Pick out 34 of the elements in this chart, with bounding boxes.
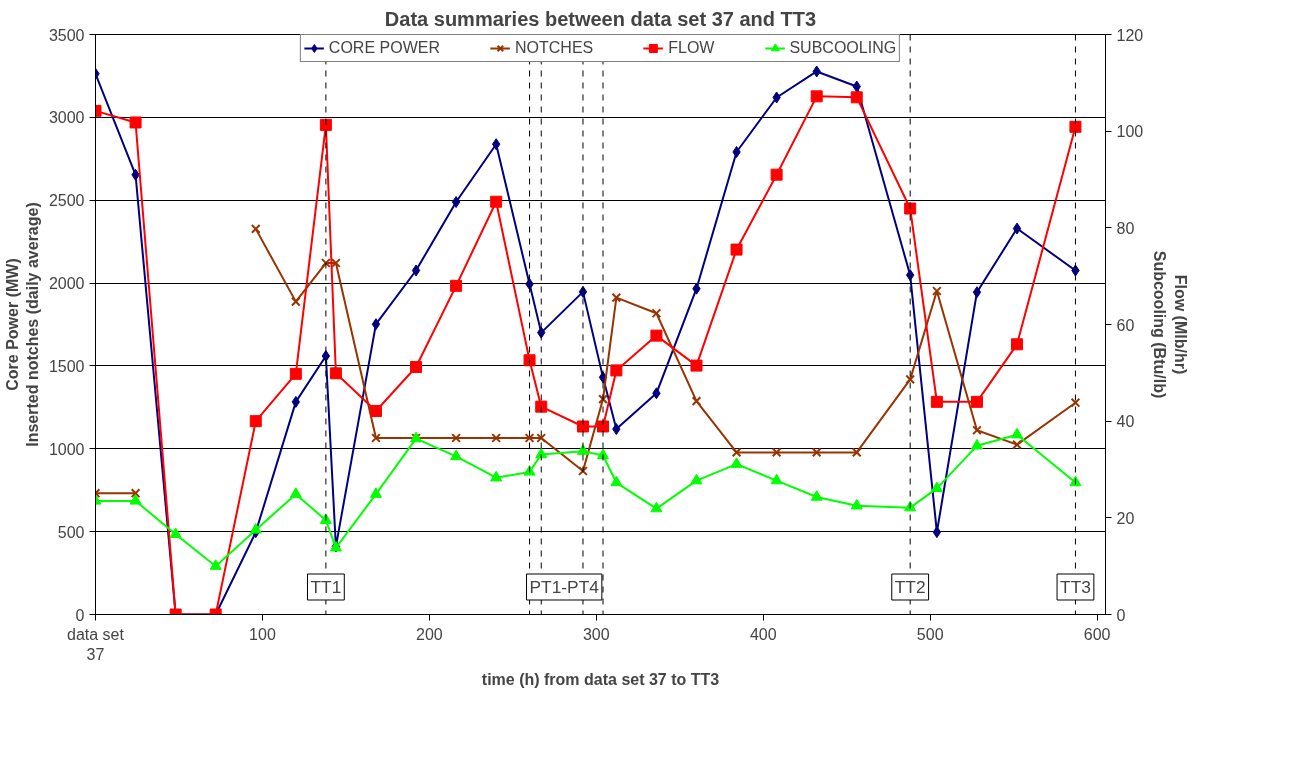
legend-label: SUBCOOLING [789,39,897,57]
y2-tick-label: 40 [1116,413,1135,431]
annotation: PT1-PT4 [529,577,600,597]
chart-title: Data summaries between data set 37 and TT3 [384,7,817,30]
legend-label: FLOW [668,39,715,57]
y-tick-label: 2000 [48,275,85,293]
legend-label: NOTCHES [514,39,594,57]
x-axis-title: time (h) from data set 37 to TT3 [481,670,720,688]
ref-line-label: TT1 [310,577,342,597]
y2-tick-label: 20 [1116,509,1135,527]
y2-tick-label: 100 [1116,123,1144,141]
y2-tick-label: 120 [1116,26,1144,44]
y-tick-label: 1000 [48,440,85,458]
x-tick-label: 600 [1083,625,1111,643]
y-tick-label: 500 [57,523,85,541]
y-axis-title: Core Power (MW) Inserted notches (daily average) [3,202,41,447]
y-tick-label: 3500 [48,26,85,44]
y2-tick-label: 80 [1116,219,1135,237]
x-tick-label: 500 [916,625,944,643]
x-tick-label: 400 [749,625,777,643]
x-tick-label: 200 [416,625,443,643]
ref-line-label: TT2 [894,577,926,597]
y-tick-label: 2500 [48,192,85,210]
x-tick-label: data set 37 [67,625,125,663]
y2-tick-label: 60 [1116,316,1135,334]
ref-line-label: TT3 [1060,577,1091,597]
legend-label: CORE POWER [328,39,440,57]
y-tick-label: 3000 [48,109,85,127]
y-tick-label: 0 [75,606,85,624]
y-tick-label: 1500 [48,357,85,375]
x-tick-label: 300 [582,625,610,643]
y2-tick-label: 0 [1116,606,1126,624]
x-tick-label: 100 [249,625,276,643]
y2-axis-title: Flow (Mlb/hr) Subcooling (Btu/lb) [1151,250,1189,399]
